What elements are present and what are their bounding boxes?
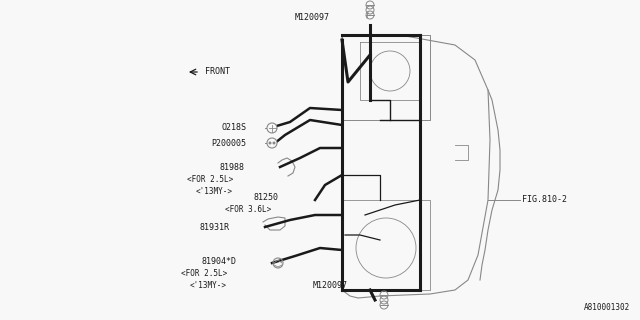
Text: O218S: O218S xyxy=(221,124,246,132)
Text: <'13MY->: <'13MY-> xyxy=(196,187,233,196)
Circle shape xyxy=(269,141,271,145)
Text: <'13MY->: <'13MY-> xyxy=(190,282,227,291)
Text: 81904*D: 81904*D xyxy=(202,258,237,267)
Text: M120097: M120097 xyxy=(295,13,330,22)
Text: M120097: M120097 xyxy=(313,281,348,290)
Text: 81988: 81988 xyxy=(219,163,244,172)
Circle shape xyxy=(267,138,277,148)
Text: FIG.810-2: FIG.810-2 xyxy=(522,196,567,204)
Text: FRONT: FRONT xyxy=(205,68,230,76)
Text: <FOR 2.5L>: <FOR 2.5L> xyxy=(187,174,233,183)
Text: A810001302: A810001302 xyxy=(584,303,630,312)
Text: 81250: 81250 xyxy=(254,194,279,203)
Text: P200005: P200005 xyxy=(211,139,246,148)
Text: <FOR 3.6L>: <FOR 3.6L> xyxy=(225,205,271,214)
Text: <FOR 2.5L>: <FOR 2.5L> xyxy=(180,269,227,278)
Circle shape xyxy=(267,123,277,133)
Circle shape xyxy=(273,141,275,145)
Text: 81931R: 81931R xyxy=(199,222,229,231)
